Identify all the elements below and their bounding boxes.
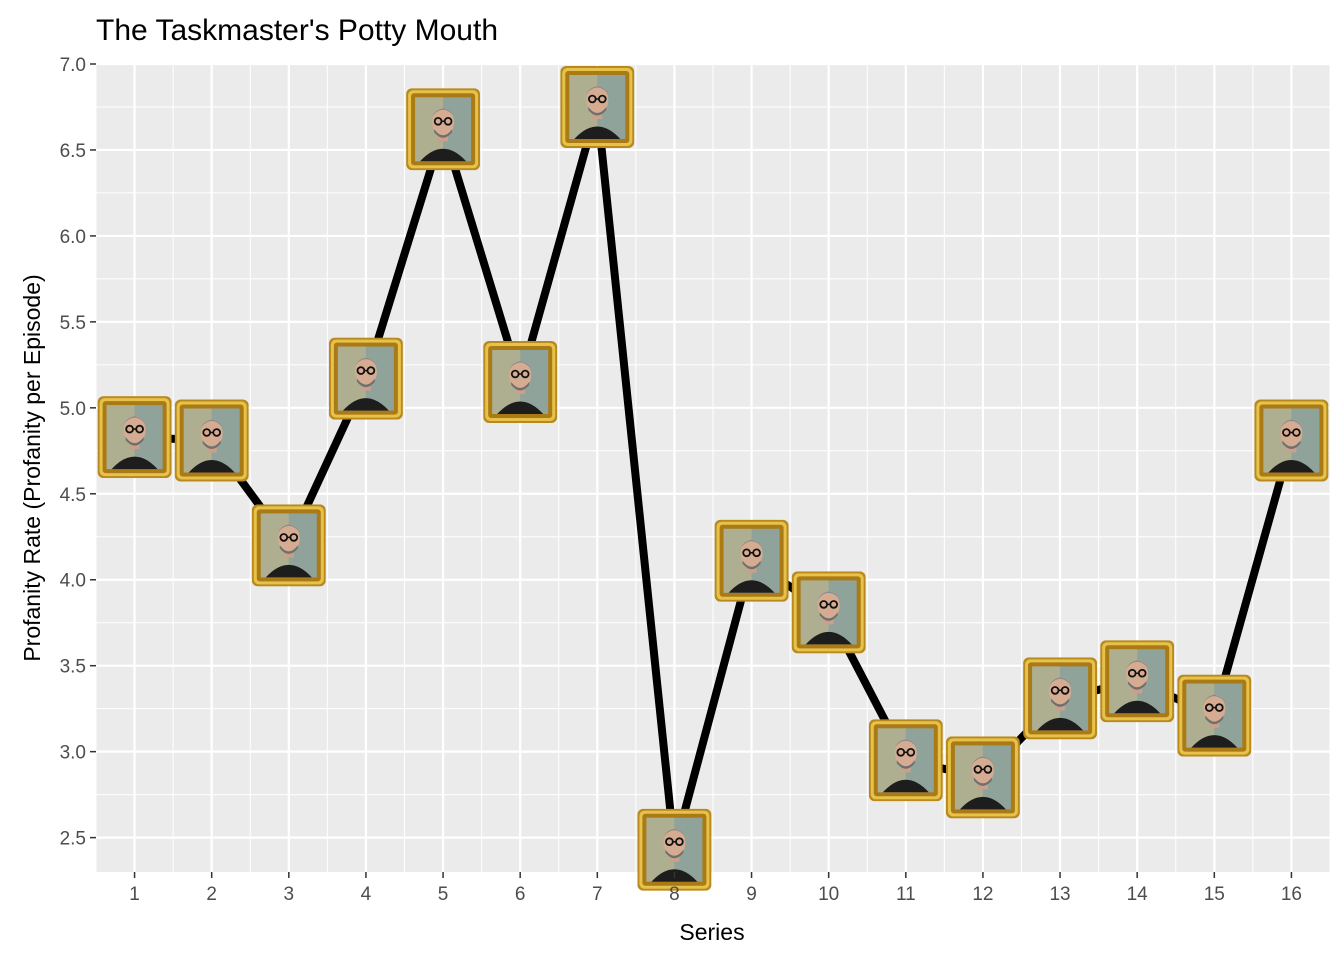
data-point-portrait-icon bbox=[174, 399, 249, 482]
x-tick-label: 1 bbox=[129, 884, 140, 905]
x-tick-label: 5 bbox=[438, 884, 449, 905]
x-tick-label: 4 bbox=[361, 884, 372, 905]
chart-title: The Taskmaster's Potty Mouth bbox=[96, 14, 498, 47]
y-axis: 2.5 3.0 3.5 4.0 4.5 5.0 5.5 6.0 6.5 7.0 bbox=[60, 55, 96, 850]
x-tick-label: 16 bbox=[1281, 884, 1302, 905]
series-line-layer bbox=[130, 103, 1296, 854]
data-point-portrait-icon bbox=[868, 719, 943, 802]
data-point-portrait-icon bbox=[1254, 399, 1329, 482]
y-tick-label: 6.0 bbox=[60, 227, 86, 248]
x-tick-label: 11 bbox=[896, 884, 916, 905]
data-point-portrait-icon bbox=[483, 341, 558, 423]
x-tick-label: 14 bbox=[1127, 884, 1149, 905]
series-line bbox=[130, 103, 1296, 854]
data-point-portrait-icon bbox=[1100, 640, 1175, 723]
data-point-portrait-icon bbox=[637, 808, 712, 891]
x-tick-label: 13 bbox=[1049, 884, 1070, 905]
data-point-portrait-icon bbox=[560, 66, 635, 148]
y-tick-label: 2.5 bbox=[60, 829, 86, 850]
y-tick-label: 5.5 bbox=[60, 313, 86, 334]
y-tick-label: 5.0 bbox=[60, 399, 86, 420]
x-tick-label: 12 bbox=[972, 884, 993, 905]
x-tick-label: 9 bbox=[746, 884, 757, 905]
x-tick-label: 10 bbox=[818, 884, 839, 905]
data-point-portrait-icon bbox=[714, 519, 789, 602]
y-tick-label: 3.5 bbox=[60, 657, 86, 678]
x-axis-title: Series bbox=[679, 919, 744, 945]
x-tick-label: 3 bbox=[284, 884, 295, 905]
y-tick-label: 6.5 bbox=[60, 141, 86, 162]
data-point-portrait-icon bbox=[251, 504, 326, 587]
data-point-portrait-icon bbox=[97, 396, 172, 479]
data-point-portrait-icon bbox=[406, 88, 481, 171]
data-point-portrait-icon bbox=[945, 736, 1020, 819]
data-point-portrait-icon bbox=[791, 571, 866, 654]
y-tick-label: 4.0 bbox=[60, 571, 86, 592]
x-axis: 1 2 3 4 5 6 7 8 9 10 11 12 13 14 15 16 bbox=[129, 872, 1302, 905]
x-tick-label: 15 bbox=[1204, 884, 1225, 905]
y-axis-title: Profanity Rate (Profanity per Episode) bbox=[19, 274, 45, 661]
y-tick-label: 4.5 bbox=[60, 485, 86, 506]
x-tick-label: 8 bbox=[669, 884, 680, 905]
y-tick-label: 3.0 bbox=[60, 743, 86, 764]
x-tick-label: 6 bbox=[515, 884, 526, 905]
y-tick-label: 7.0 bbox=[60, 55, 86, 76]
data-point-portrait-icon bbox=[1177, 674, 1252, 757]
x-tick-label: 7 bbox=[592, 884, 603, 905]
x-tick-label: 2 bbox=[206, 884, 217, 905]
data-point-portrait-icon bbox=[1023, 657, 1098, 740]
data-point-portrait-icon bbox=[328, 337, 403, 420]
